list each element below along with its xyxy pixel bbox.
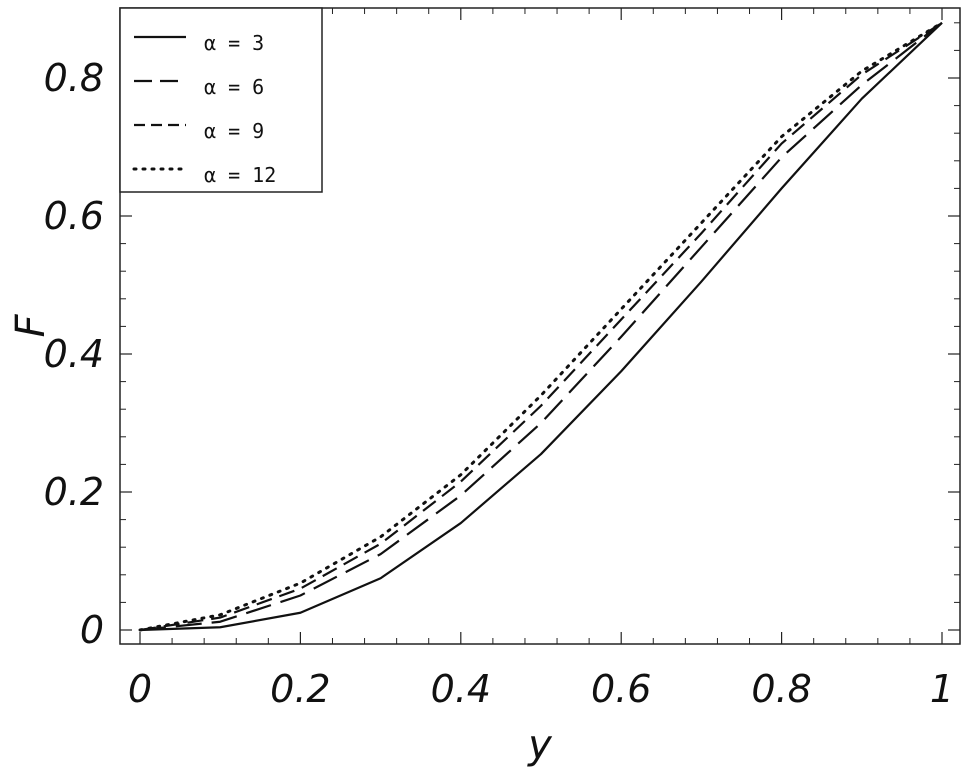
legend-label: α = 12 — [204, 163, 276, 187]
x-tick-label: 0.2 — [270, 667, 330, 711]
x-tick-label: 1 — [930, 667, 954, 711]
legend-label: α = 6 — [204, 75, 264, 99]
y-tick-label: 0.8 — [44, 56, 104, 100]
x-tick-label: 0.6 — [591, 667, 651, 711]
x-tick-label: 0.4 — [431, 667, 491, 711]
series-line-4 — [138, 21, 944, 632]
y-tick-label: 0.2 — [44, 470, 104, 514]
legend-label: α = 9 — [204, 119, 264, 143]
x-axis-title: y — [527, 722, 553, 768]
axis-ticks: 0 0.2 0.4 0.6 0.8 1 0 0.2 0.4 0.6 0.8 — [44, 8, 960, 711]
x-tick-label: 0.8 — [751, 667, 811, 711]
legend: α = 3 α = 6 α = 9 α = 12 — [119, 7, 323, 193]
y-tick-label: 0 — [80, 608, 104, 652]
series-line-1 — [139, 22, 943, 632]
legend-label: α = 3 — [204, 31, 264, 55]
legend-box — [119, 7, 323, 193]
series-lines — [138, 21, 944, 632]
series-line-3 — [139, 21, 943, 632]
y-tick-label: 0.4 — [44, 332, 104, 376]
y-tick-label: 0.6 — [44, 194, 104, 238]
x-tick-label: 0 — [128, 667, 152, 711]
y-axis-title: F — [8, 314, 54, 338]
